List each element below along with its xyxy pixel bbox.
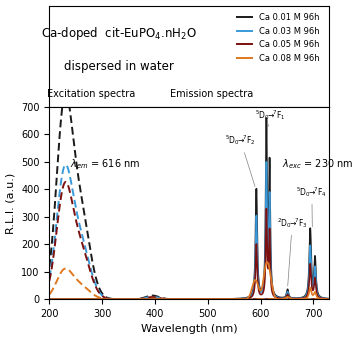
Y-axis label: R.L.I. (a.u.): R.L.I. (a.u.): [5, 172, 15, 234]
Text: $\lambda_{exc}$ = 230 nm: $\lambda_{exc}$ = 230 nm: [282, 157, 353, 171]
Text: Excitation spectra: Excitation spectra: [47, 88, 135, 99]
Text: $^5$D$_0$$\!\!\rightarrow\!\!{}^7$F$_2$: $^5$D$_0$$\!\!\rightarrow\!\!{}^7$F$_2$: [225, 133, 256, 187]
Text: Ca-doped  cit-EuPO$_4$.nH$_2$O: Ca-doped cit-EuPO$_4$.nH$_2$O: [41, 26, 197, 42]
Text: $^5$D$_0$$\!\!\rightarrow\!\!{}^7$F$_4$: $^5$D$_0$$\!\!\rightarrow\!\!{}^7$F$_4$: [296, 185, 327, 227]
Legend: Ca 0.01 M 96h, Ca 0.03 M 96h, Ca 0.05 M 96h, Ca 0.08 M 96h: Ca 0.01 M 96h, Ca 0.03 M 96h, Ca 0.05 M …: [235, 11, 322, 66]
Text: Emission spectra: Emission spectra: [170, 88, 253, 99]
Text: $\lambda_{em}$ = 616 nm: $\lambda_{em}$ = 616 nm: [70, 157, 141, 171]
Text: dispersed in water: dispersed in water: [64, 60, 174, 73]
Text: $^2$D$_0$$\!\!\rightarrow\!\!{}^7$F$_3$: $^2$D$_0$$\!\!\rightarrow\!\!{}^7$F$_3$: [277, 216, 308, 286]
X-axis label: Wavelength (nm): Wavelength (nm): [141, 324, 238, 335]
Text: $^5$D$_0$$\!\!\rightarrow\!\!{}^7$F$_1$: $^5$D$_0$$\!\!\rightarrow\!\!{}^7$F$_1$: [255, 108, 285, 127]
